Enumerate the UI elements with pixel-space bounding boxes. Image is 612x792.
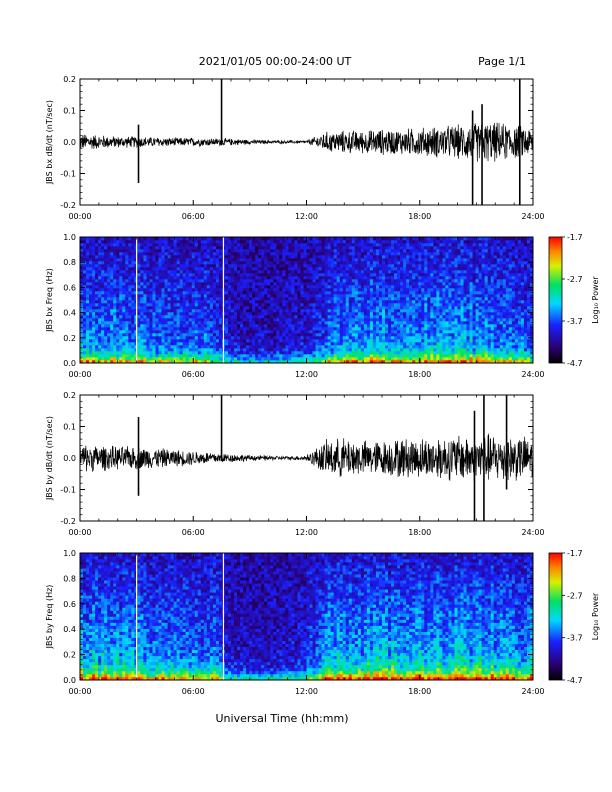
x-tick-label: 00:00 (68, 687, 91, 696)
waveform-trace (80, 433, 533, 482)
colorbar-tick-label: -1.7 (567, 233, 583, 242)
panel-1: 00:00 06:00 12:00 18:00 24:00 0.2 0.1 0.0 -0.1 -0… (45, 75, 545, 221)
x-tick-label: 24:00 (521, 212, 544, 221)
panels: 00:00 06:00 12:00 18:00 24:00 0.2 0.1 0.0 -0.1 -0… (45, 75, 600, 696)
y-tick-label: 0.6 (63, 283, 76, 292)
page-number: Page 1/1 (478, 55, 526, 68)
panel-4: -1.7 -2.7 -3.7 -4.7 Log₁₀ Power 00:00 06:00 12:… (45, 549, 600, 696)
waveform-trace (80, 122, 533, 162)
colorbar-tick-label: -2.7 (567, 591, 583, 600)
colorbar-label: Log₁₀ Power (591, 276, 600, 324)
x-tick-label: 00:00 (68, 212, 91, 221)
colorbar-label: Log₁₀ Power (591, 592, 600, 640)
x-tick-label: 06:00 (182, 528, 205, 537)
y-tick-label: -0.2 (60, 517, 76, 526)
panel-3: 00:00 06:00 12:00 18:00 24:00 0.2 0.1 0.0 -0.1 -0… (45, 391, 545, 537)
y-tick-label: 0.4 (63, 309, 76, 318)
x-tick-label: 06:00 (182, 370, 205, 379)
x-tick-label: 00:00 (68, 528, 91, 537)
y-tick-label: -0.2 (60, 201, 76, 210)
x-tick-label: 18:00 (408, 687, 431, 696)
colorbar-tick-label: -3.7 (567, 317, 583, 326)
y-tick-label: 0.2 (63, 334, 76, 343)
y-tick-label: 0.0 (63, 359, 76, 368)
x-tick-label: 12:00 (295, 528, 318, 537)
spectrogram-cells (80, 553, 534, 681)
x-tick-label: 24:00 (521, 370, 544, 379)
figure-title: 2021/01/05 00:00-24:00 UT (199, 55, 352, 68)
colorbar (548, 552, 563, 681)
y-tick-label: 0.4 (63, 625, 76, 634)
x-tick-label: 00:00 (68, 370, 91, 379)
spectrogram-cells (80, 237, 534, 364)
colorbar-tick-label: -3.7 (567, 634, 583, 643)
y-axis-label: JBS by Freq (Hz) (45, 585, 54, 650)
colorbar-tick-label: -1.7 (567, 549, 583, 558)
x-tick-label: 18:00 (408, 212, 431, 221)
y-tick-label: 0.0 (63, 676, 76, 685)
x-tick-label: 06:00 (182, 212, 205, 221)
y-tick-label: 0.1 (63, 107, 76, 116)
x-tick-label: 06:00 (182, 687, 205, 696)
x-axis-label: Universal Time (hh:mm) (216, 712, 349, 725)
colorbar-tick-label: -2.7 (567, 275, 583, 284)
y-tick-label: 0.6 (63, 600, 76, 609)
y-tick-label: -0.1 (60, 486, 76, 495)
colorbar-tick-label: -4.7 (567, 359, 583, 368)
x-tick-label: 24:00 (521, 687, 544, 696)
y-tick-label: 0.8 (63, 258, 76, 267)
y-axis-label: JBS bx Freq (Hz) (45, 268, 54, 333)
x-tick-label: 12:00 (295, 212, 318, 221)
colorbar (548, 236, 563, 364)
y-tick-label: 1.0 (63, 233, 76, 242)
y-tick-label: -0.1 (60, 170, 76, 179)
y-tick-label: 0.8 (63, 574, 76, 583)
y-tick-label: 0.2 (63, 75, 76, 84)
y-tick-label: 0.1 (63, 423, 76, 432)
colorbar-tick-label: -4.7 (567, 676, 583, 685)
x-tick-label: 12:00 (295, 687, 318, 696)
y-tick-label: 0.0 (63, 138, 76, 147)
x-tick-label: 18:00 (408, 528, 431, 537)
x-tick-label: 24:00 (521, 528, 544, 537)
x-tick-label: 18:00 (408, 370, 431, 379)
y-axis-label: JBS bx dB/dt (nT/sec) (45, 100, 54, 185)
y-tick-label: 1.0 (63, 549, 76, 558)
panel-2: -1.7 -2.7 -3.7 -4.7 Log₁₀ Power 00:00 06:00 12:… (45, 233, 600, 379)
y-tick-label: 0.0 (63, 454, 76, 463)
y-tick-label: 0.2 (63, 391, 76, 400)
x-tick-label: 12:00 (295, 370, 318, 379)
y-tick-label: 0.2 (63, 651, 76, 660)
y-axis-label: JBS by dB/dt (nT/sec) (45, 416, 54, 501)
